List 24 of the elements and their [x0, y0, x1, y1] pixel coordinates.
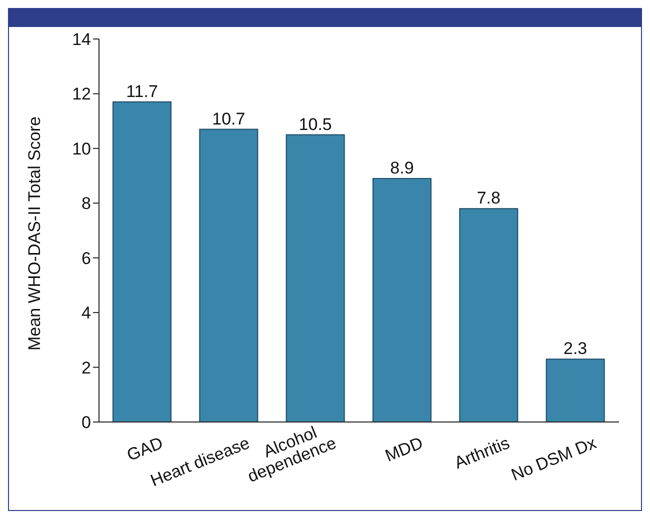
data-label: 2.3 — [564, 339, 588, 358]
data-label: 10.5 — [298, 114, 332, 134]
bar — [199, 128, 258, 422]
y-tick-label: 6 — [82, 248, 91, 268]
bar — [286, 134, 345, 422]
x-tick-label: GAD — [124, 433, 166, 465]
y-axis-title: Mean WHO-DAS-II Total Score — [25, 116, 44, 350]
y-tick-label: 14 — [72, 30, 91, 50]
y-tick-label: 10 — [72, 139, 91, 158]
y-tick-label: 2 — [82, 358, 91, 378]
data-label: 8.9 — [390, 158, 414, 178]
bar — [112, 101, 172, 422]
data-label: 10.7 — [212, 109, 246, 128]
data-label: 7.8 — [476, 188, 500, 208]
data-label: 11.7 — [126, 82, 158, 101]
y-tick-label: 4 — [82, 304, 91, 323]
y-tick-label: 8 — [82, 194, 91, 214]
x-tick-label: No DSM Dx — [508, 433, 600, 485]
bar — [459, 208, 518, 422]
bar — [546, 358, 605, 422]
bar — [372, 178, 432, 422]
y-tick-label: 0 — [82, 413, 91, 432]
x-tick-label: MDD — [382, 433, 426, 466]
y-tick-label: 12 — [72, 84, 91, 104]
